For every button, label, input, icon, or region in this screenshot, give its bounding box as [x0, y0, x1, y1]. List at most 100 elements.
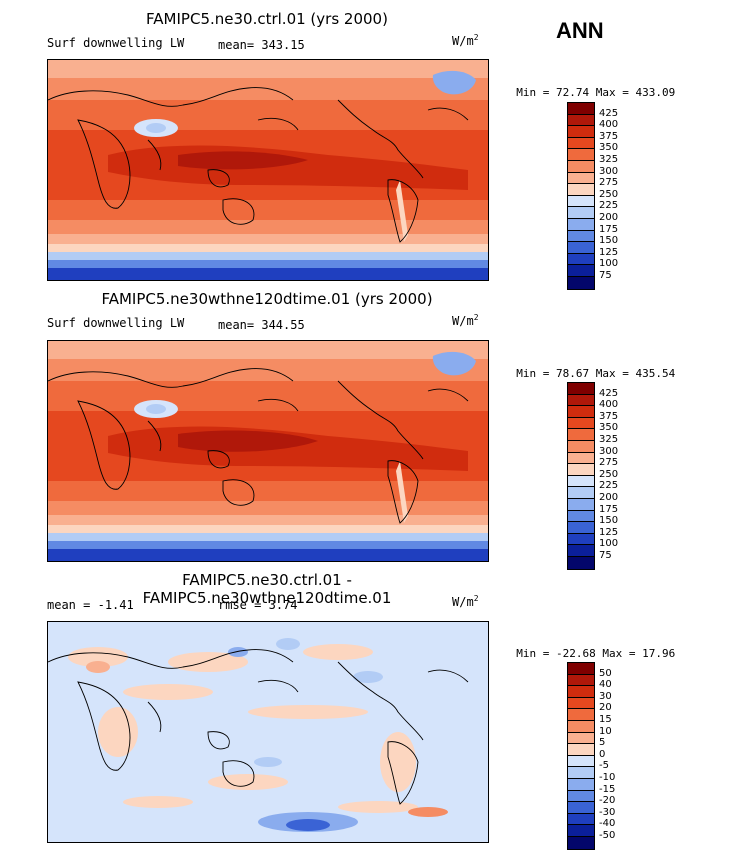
colorbar-tick-label: 75: [599, 550, 612, 561]
colorbar-swatch: [568, 126, 594, 138]
colorbar-tick-label: 175: [599, 223, 619, 235]
panel-3-mean-value: -1.41: [97, 598, 134, 612]
colorbar-swatch: [568, 207, 594, 219]
colorbar-tick-label: 425: [599, 107, 619, 119]
colorbar-swatch: [568, 103, 594, 115]
panel-2-colorbar: [567, 382, 595, 570]
colorbar-swatch: [568, 276, 594, 289]
panel-1-variable-label: Surf downwelling LW: [47, 36, 185, 50]
panel-3-colorbar-labels: 50 40 30 20 15 10 5 0 -5 -10 -15 -20 -30 -40 -50: [599, 662, 639, 862]
colorbar-tick-label: 30: [599, 690, 612, 702]
colorbar-swatch: [568, 802, 594, 814]
panel-2-max-label: Max =: [595, 367, 629, 380]
colorbar-swatch: [568, 767, 594, 779]
panel-1-min-label: Min =: [516, 86, 550, 99]
colorbar-tick-label: 275: [599, 177, 619, 189]
colorbar-swatch: [568, 674, 594, 687]
colorbar-swatch: [568, 383, 594, 395]
panel-2-variable-label: Surf downwelling LW: [47, 316, 185, 330]
colorbar-tick-label: 5: [599, 737, 606, 749]
colorbar-swatch: [568, 242, 594, 254]
panel-3-title: FAMIPC5.ne30.ctrl.01 - FAMIPC5.ne30wthne…: [142, 571, 392, 607]
colorbar-swatch: [568, 160, 594, 173]
colorbar-swatch: [568, 813, 594, 826]
panel-3-rmse: rmse = 3.74: [218, 598, 298, 612]
panel-1-colorbar: [567, 102, 595, 290]
panel-3-min-label: Min =: [516, 647, 550, 660]
colorbar-tick-label: 150: [599, 515, 619, 527]
colorbar-tick-label: 100: [599, 258, 619, 270]
panel-1-units-text: W/m: [452, 34, 474, 48]
colorbar-swatch: [568, 149, 594, 161]
colorbar-tick-label: 275: [599, 457, 619, 469]
panel-1-mean-value: 343.15: [261, 38, 305, 52]
colorbar-tick-label: -15: [599, 783, 616, 795]
panel-1-units: W/m2: [452, 33, 479, 48]
colorbar-swatch: [568, 452, 594, 465]
colorbar-swatch: [568, 253, 594, 266]
colorbar-tick-label: 300: [599, 165, 619, 177]
colorbar-swatch: [568, 545, 594, 557]
colorbar-swatch: [568, 744, 594, 756]
panel-2-mean-label: mean=: [218, 318, 255, 332]
colorbar-tick-label: -20: [599, 795, 616, 807]
panel-1-units-sup: 2: [473, 33, 479, 42]
panel-3-mean-label: mean =: [47, 598, 91, 612]
panel-2-min-value: 78.67: [556, 367, 590, 380]
colorbar-swatch: [568, 732, 594, 745]
colorbar-tick-label: 150: [599, 235, 619, 247]
panel-1-title: FAMIPC5.ne30.ctrl.01 (yrs 2000): [146, 10, 388, 28]
panel-2-mean: mean= 344.55: [218, 318, 305, 332]
colorbar-swatch: [568, 825, 594, 837]
panel-2-units-text: W/m: [452, 314, 474, 328]
colorbar-swatch: [568, 230, 594, 243]
panel-3-mean: mean = -1.41: [47, 598, 134, 612]
colorbar-swatch: [568, 836, 594, 849]
colorbar-tick-label: 350: [599, 422, 619, 434]
colorbar-swatch: [568, 522, 594, 534]
colorbar-swatch: [568, 709, 594, 721]
colorbar-swatch: [568, 663, 594, 675]
panel-1-max-label: Max =: [595, 86, 629, 99]
colorbar-tick-label: 0: [599, 748, 606, 760]
colorbar-swatch: [568, 440, 594, 453]
panel-2-contour-field: [48, 341, 488, 561]
colorbar-swatch: [568, 218, 594, 231]
colorbar-tick-label: 225: [599, 200, 619, 212]
panel-1-colorbar-labels: 425 400 375 350 325 300 275 250 225 200 175 150 125 1…: [599, 102, 639, 302]
panel-3-rmse-value: 3.74: [268, 598, 298, 612]
colorbar-swatch: [568, 406, 594, 418]
colorbar-swatch: [568, 195, 594, 208]
colorbar-tick-label: 250: [599, 468, 619, 480]
panel-2-title: FAMIPC5.ne30wthne120dtime.01 (yrs 2000): [101, 290, 433, 308]
colorbar-tick-label: 400: [599, 119, 619, 131]
colorbar-swatch: [568, 184, 594, 196]
colorbar-tick-label: 20: [599, 702, 612, 714]
panel-1-max-value: 433.09: [635, 86, 676, 99]
colorbar-swatch: [568, 394, 594, 407]
panel-1-map: [47, 59, 489, 281]
colorbar-tick-label: 225: [599, 480, 619, 492]
colorbar-tick-label: 50: [599, 667, 612, 679]
panel-3-units: W/m2: [452, 594, 479, 609]
panel-3-contour-field: [48, 622, 488, 842]
colorbar-tick-label: 125: [599, 246, 619, 258]
colorbar-swatch: [568, 498, 594, 511]
colorbar-swatch: [568, 137, 594, 150]
colorbar-swatch: [568, 556, 594, 569]
colorbar-swatch: [568, 755, 594, 768]
colorbar-tick-label: 400: [599, 399, 619, 411]
panel-1-contour-field: [48, 60, 488, 280]
colorbar-tick-label: 10: [599, 725, 612, 737]
colorbar-tick-label: 15: [599, 714, 612, 725]
panel-2-units: W/m2: [452, 313, 479, 328]
colorbar-tick-label: -10: [599, 772, 616, 783]
colorbar-tick-label: -5: [599, 760, 609, 772]
panel-2-max-value: 435.54: [635, 367, 676, 380]
colorbar-tick-label: -40: [599, 818, 616, 830]
colorbar-swatch: [568, 475, 594, 488]
panel-1-min-value: 72.74: [556, 86, 590, 99]
panel-3-units-text: W/m: [452, 595, 474, 609]
colorbar-tick-label: 175: [599, 503, 619, 515]
panel-3-min-value: -22.68: [556, 647, 596, 660]
